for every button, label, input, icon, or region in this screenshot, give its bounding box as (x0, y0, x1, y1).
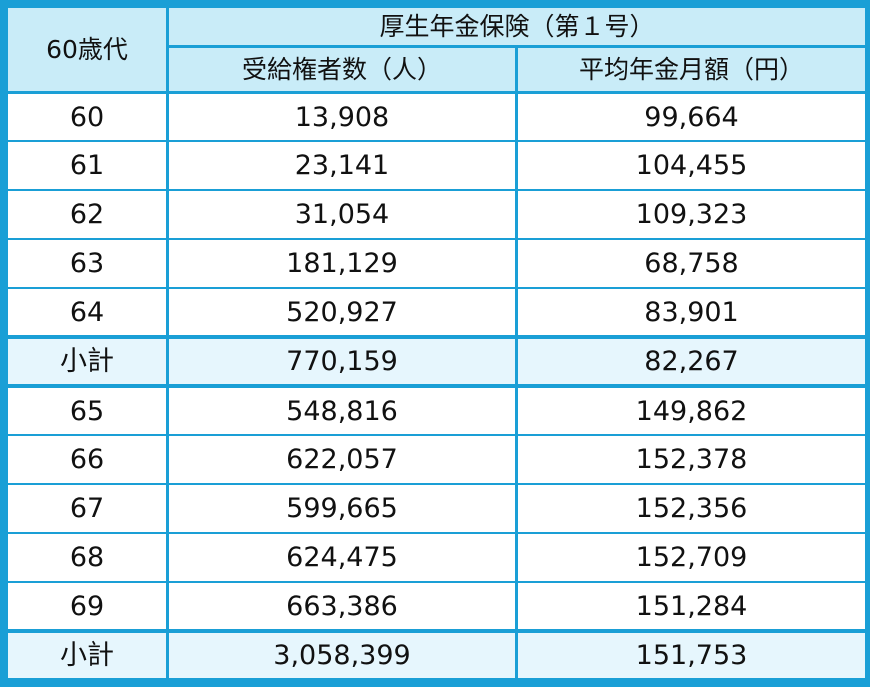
table-row: 68 624,475 152,709 (5, 532, 869, 584)
subtotal-row: 小計 3,058,399 151,753 (5, 628, 869, 683)
table-row: 62 31,054 109,323 (5, 189, 869, 241)
subtotal-recipients-cell: 770,159 (166, 335, 518, 389)
age-cell: 66 (5, 434, 169, 486)
recipients-cell: 548,816 (166, 385, 518, 437)
recipients-cell: 13,908 (166, 91, 518, 143)
age-cell: 69 (5, 581, 169, 632)
table-row: 60 13,908 99,664 (5, 91, 869, 143)
avg-monthly-cell: 151,284 (514, 581, 869, 632)
subtotal-recipients-cell: 3,058,399 (166, 628, 518, 683)
recipients-cell: 31,054 (166, 189, 518, 241)
column-header-avg-monthly: 平均年金月額（円） (514, 45, 869, 94)
recipients-cell: 622,057 (166, 434, 518, 486)
header-row-top: 60歳代 厚生年金保険（第１号） (5, 5, 869, 94)
table-row: 64 520,927 83,901 (5, 287, 869, 339)
subtotal-avg-monthly-cell: 82,267 (514, 335, 869, 389)
avg-monthly-cell: 109,323 (514, 189, 869, 241)
header-row-sub: 受給権者数（人） 平均年金月額（円） (7, 45, 869, 94)
age-cell: 64 (5, 287, 169, 339)
table-body: 60 13,908 99,664 61 23,141 104,455 62 31… (5, 91, 869, 683)
avg-monthly-cell: 149,862 (514, 385, 869, 437)
recipients-cell: 624,475 (166, 532, 518, 584)
avg-monthly-cell: 104,455 (514, 140, 869, 192)
subtotal-avg-monthly-cell: 151,753 (514, 628, 869, 683)
avg-monthly-cell: 99,664 (514, 91, 869, 143)
age-cell: 63 (5, 238, 169, 290)
recipients-cell: 663,386 (166, 581, 518, 632)
age-cell: 61 (5, 140, 169, 192)
age-cell: 68 (5, 532, 169, 584)
table-row: 65 548,816 149,862 (5, 385, 869, 437)
age-cell: 60 (5, 91, 169, 143)
subtotal-row: 小計 770,159 82,267 (5, 335, 869, 389)
avg-monthly-cell: 152,709 (514, 532, 869, 584)
row-header-age-group: 60歳代 (5, 5, 169, 94)
recipients-cell: 599,665 (166, 483, 518, 535)
table-row: 66 622,057 152,378 (5, 434, 869, 486)
subtotal-label-cell: 小計 (5, 628, 169, 683)
table-row: 67 599,665 152,356 (5, 483, 869, 535)
pension-table: 60歳代 厚生年金保険（第１号） 受給権者数（人） 平均年金月額（円） 60 1… (5, 5, 869, 683)
table-row: 63 181,129 68,758 (5, 238, 869, 290)
age-cell: 62 (5, 189, 169, 241)
avg-monthly-cell: 68,758 (514, 238, 869, 290)
avg-monthly-cell: 152,356 (514, 483, 869, 535)
age-cell: 67 (5, 483, 169, 535)
header-insurance-title: 厚生年金保険（第１号） (165, 5, 869, 48)
table-row: 61 23,141 104,455 (5, 140, 869, 192)
avg-monthly-cell: 152,378 (514, 434, 869, 486)
recipients-cell: 181,129 (166, 238, 518, 290)
table-row: 69 663,386 151,284 (5, 581, 869, 632)
recipients-cell: 520,927 (166, 287, 518, 339)
recipients-cell: 23,141 (166, 140, 518, 192)
avg-monthly-cell: 83,901 (514, 287, 869, 339)
column-header-recipients: 受給権者数（人） (166, 45, 518, 94)
age-cell: 65 (5, 385, 169, 437)
subtotal-label-cell: 小計 (5, 335, 169, 389)
